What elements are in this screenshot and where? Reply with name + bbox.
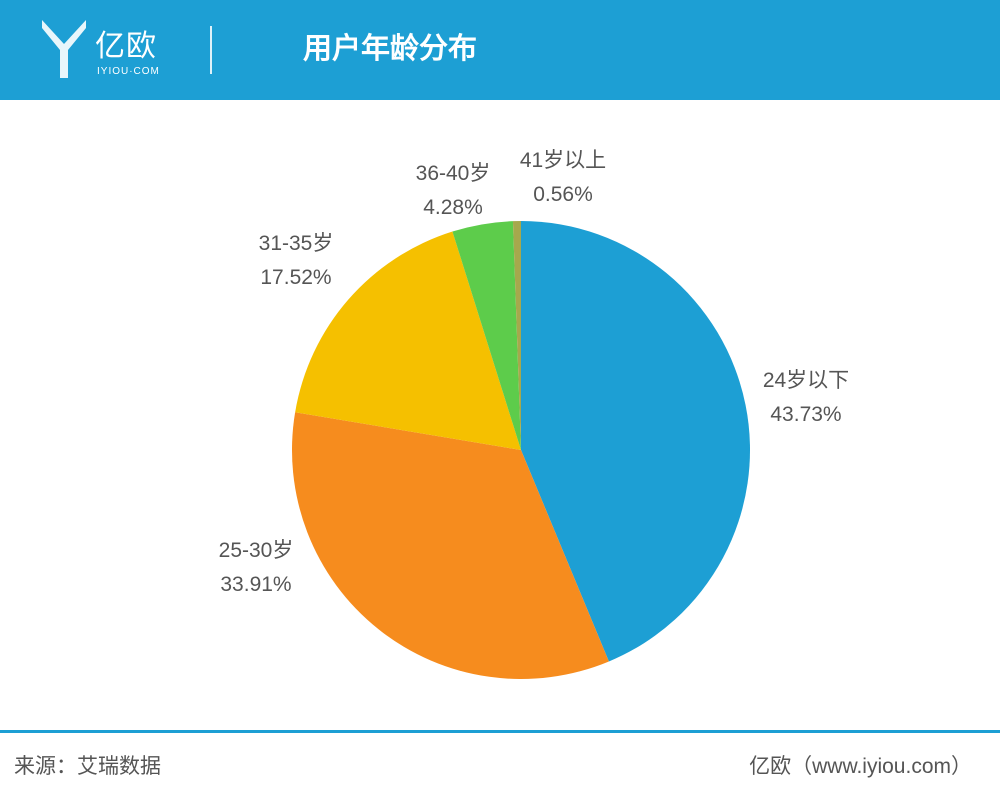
- pie-slice-2: [291, 412, 609, 680]
- slice-value-label: 4.28%: [423, 196, 483, 219]
- slice-value-label: 33.91%: [220, 573, 291, 596]
- logo-subtext: IYIOU·COM: [97, 66, 160, 77]
- slice-category-label: 36-40岁: [416, 162, 491, 185]
- pie-slice-3: [295, 231, 521, 450]
- source-note: 来源：艾瑞数据: [14, 755, 161, 778]
- header-bar: 亿欧 IYIOU·COM 用户年龄分布: [0, 0, 1000, 100]
- iyiou-logo-icon: [42, 20, 86, 78]
- slice-category-label: 25-30岁: [219, 539, 294, 562]
- footer-divider: [0, 730, 1000, 733]
- credit-note: 亿欧（www.iyiou.com）: [749, 755, 972, 778]
- pie-slice-1: [521, 221, 751, 662]
- pie-slice-4: [452, 221, 521, 450]
- pie-slices: [291, 221, 751, 680]
- pie-chart: 24岁以下 43.73% 25-30岁 33.91% 31-35岁 17.52% 36-40…: [219, 149, 850, 680]
- pie-labels: 24岁以下 43.73% 25-30岁 33.91% 31-35岁 17.52% 36-40…: [219, 149, 850, 596]
- chart-title: 用户年龄分布: [303, 33, 478, 65]
- header-divider: [210, 26, 212, 74]
- slice-category-label: 31-35岁: [259, 232, 334, 255]
- slice-category-label: 41岁以上: [520, 149, 606, 172]
- pie-slice-5: [512, 221, 521, 450]
- slice-value-label: 43.73%: [770, 403, 841, 426]
- slice-value-label: 0.56%: [533, 183, 593, 206]
- slice-category-label: 24岁以下: [763, 369, 849, 392]
- logo-text: 亿欧: [95, 30, 157, 63]
- slice-value-label: 17.52%: [260, 266, 331, 289]
